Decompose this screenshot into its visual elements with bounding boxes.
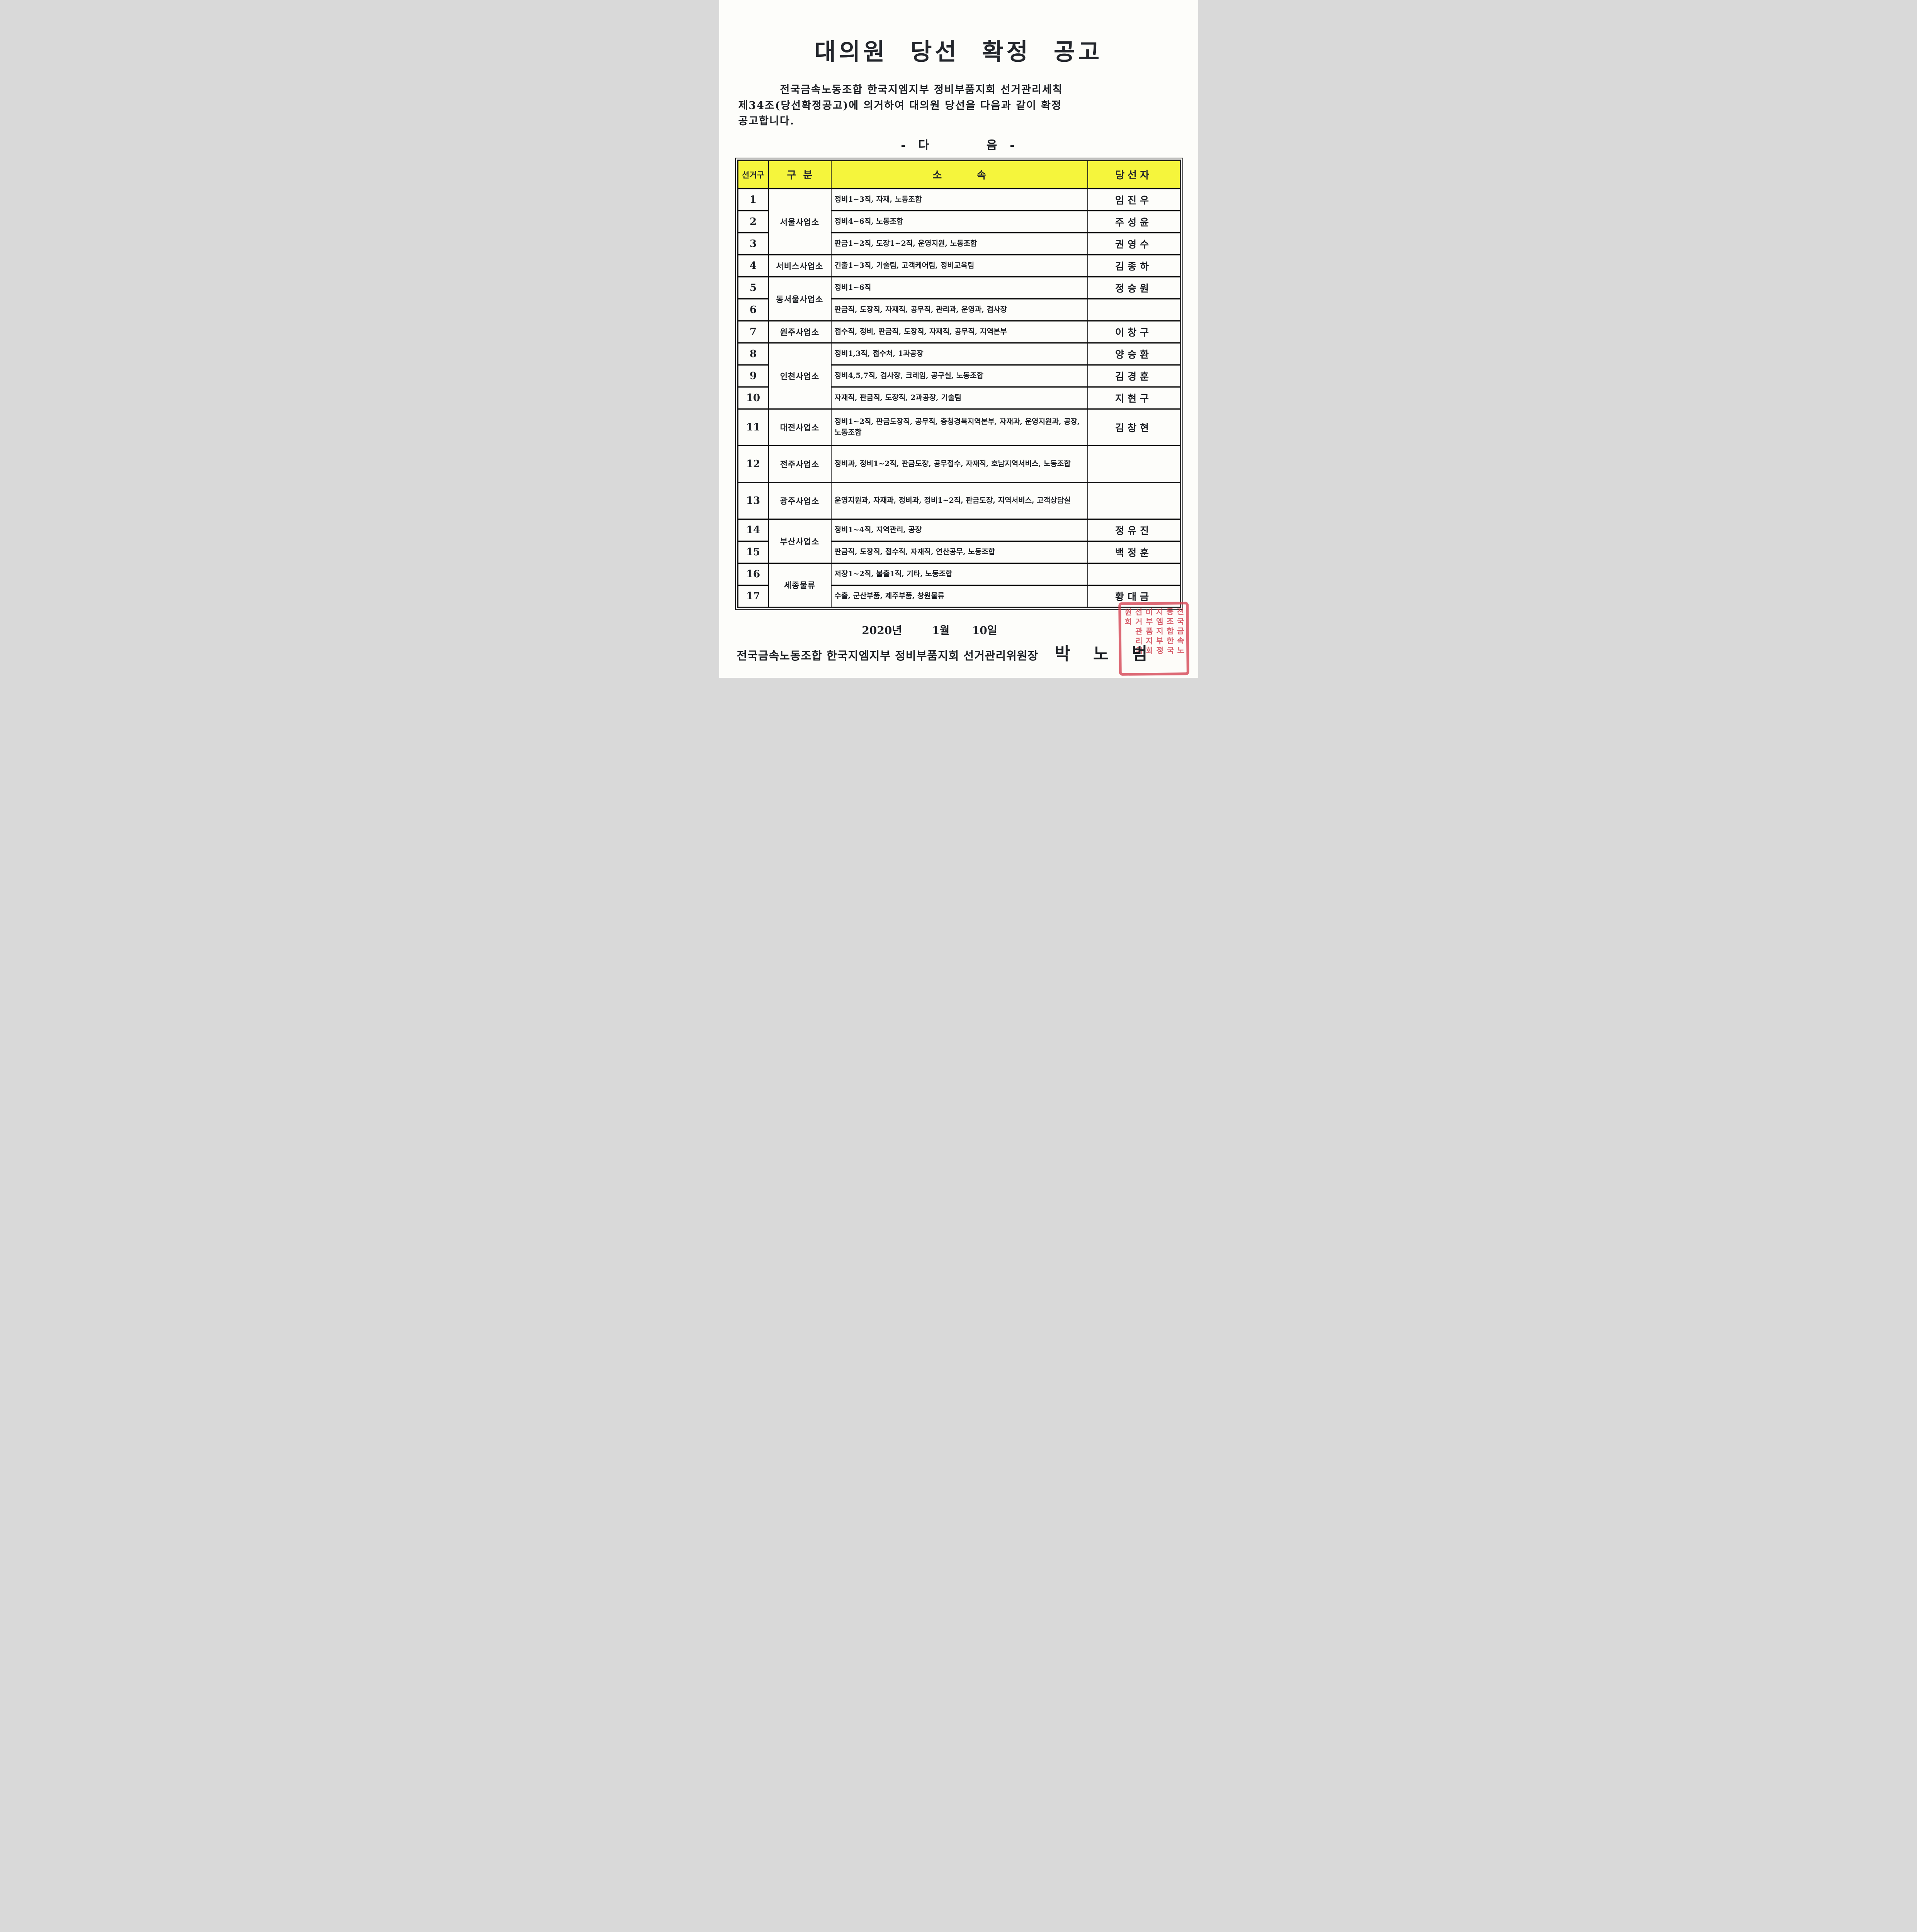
- header-division: 구 분: [768, 160, 832, 189]
- district-number-cell: 13: [737, 482, 769, 520]
- affiliation-cell: 긴출1~3직, 기술팀, 고객케어팀, 정비교육팀: [830, 254, 1088, 277]
- district-number-cell: 16: [737, 563, 769, 586]
- winner-cell: 주성윤: [1087, 210, 1181, 233]
- header-winner: 당선자: [1087, 160, 1181, 189]
- table-row: 17 수출, 군산부품, 제주부품, 창원물류 황대금: [737, 585, 1181, 608]
- district-number-cell: 2: [737, 210, 769, 233]
- affiliation-cell: 정비1~4직, 지역관리, 공장: [830, 519, 1088, 542]
- winner-cell: 김경훈: [1087, 364, 1181, 388]
- winner-cell: 지현구: [1087, 386, 1181, 410]
- affiliation-cell: 정비1~3직, 자재, 노동조합: [830, 188, 1088, 211]
- affiliation-cell: 정비1~2직, 판금도장직, 공무직, 충청경북지역본부, 자재과, 운영지원과…: [830, 408, 1088, 446]
- announcement-date: 2020년 1월 10일: [862, 624, 997, 637]
- table-row: 2 정비4~6직, 노동조합 주성윤: [737, 210, 1181, 233]
- winner-cell: 황대금: [1087, 585, 1181, 608]
- table-header-row: 선거구 구 분 소 속 당선자: [737, 160, 1181, 189]
- division-cell: 서비스사업소: [768, 254, 832, 277]
- affiliation-cell: 판금직, 도장직, 접수직, 자재직, 연산공무, 노동조합: [830, 541, 1088, 564]
- winner-cell: [1087, 482, 1181, 520]
- affiliation-cell: 수출, 군산부품, 제주부품, 창원물류: [830, 585, 1088, 608]
- intro-line: 제34조(당선확정공고)에 의거하여 대의원 당선을 다음과 같이 확정: [738, 99, 1062, 112]
- district-number-cell: 10: [737, 386, 769, 410]
- district-number-cell: 6: [737, 298, 769, 321]
- winner-cell: [1087, 563, 1181, 586]
- seal-text-column: 원회: [1123, 608, 1133, 628]
- affiliation-cell: 정비4,5,7직, 검사장, 크레임, 공구실, 노동조합: [830, 364, 1088, 388]
- affiliation-cell: 정비1,3직, 접수처, 1과공장: [830, 342, 1088, 366]
- table-row: 13 광주사업소 운영지원과, 자재과, 정비과, 정비1~2직, 판금도장, 지역…: [737, 482, 1181, 520]
- table-row: 6 판금직, 도장직, 자재직, 공무직, 관리과, 운영과, 검사장: [737, 298, 1181, 321]
- winner-cell: [1087, 445, 1181, 483]
- district-number-cell: 8: [737, 342, 769, 366]
- winner-cell: [1087, 298, 1181, 321]
- district-number-cell: 5: [737, 276, 769, 299]
- signature-line: 전국금속노동조합 한국지엠지부 정비부품지회 선거관리위원장 박 노 범: [737, 640, 1181, 665]
- winner-cell: 이창구: [1087, 320, 1181, 344]
- winner-cell: 김종하: [1087, 254, 1181, 277]
- division-cell: 세종물류: [768, 563, 832, 608]
- winner-cell: 양승환: [1087, 342, 1181, 366]
- district-number-cell: 7: [737, 320, 769, 344]
- election-results-table: 선거구 구 분 소 속 당선자 1 서울사업소 정비1~3직, 자재, 노동조합 임진…: [735, 157, 1183, 610]
- division-cell: 대전사업소: [768, 408, 832, 446]
- winner-cell: 김창현: [1087, 408, 1181, 446]
- header-affiliation: 소 속: [830, 160, 1088, 189]
- affiliation-cell: 정비4~6직, 노동조합: [830, 210, 1088, 233]
- winner-cell: 백정훈: [1087, 541, 1181, 564]
- affiliation-cell: 판금1~2직, 도장1~2직, 운영지원, 노동조합: [830, 232, 1088, 255]
- division-cell: 부산사업소: [768, 519, 832, 564]
- district-number-cell: 1: [737, 188, 769, 211]
- table-row: 7 원주사업소 접수직, 정비, 판금직, 도장직, 자재직, 공무직, 지역본부 이…: [737, 320, 1181, 344]
- district-number-cell: 17: [737, 585, 769, 608]
- division-cell: 동서울사업소: [768, 276, 832, 321]
- affiliation-cell: 운영지원과, 자재과, 정비과, 정비1~2직, 판금도장, 지역서비스, 고객…: [830, 482, 1088, 520]
- division-cell: 광주사업소: [768, 482, 832, 520]
- district-number-cell: 4: [737, 254, 769, 277]
- table-row: 5 동서울사업소 정비1~6직 정승원: [737, 276, 1181, 321]
- table-row: 3 판금1~2직, 도장1~2직, 운영지원, 노동조합 권영수: [737, 232, 1181, 255]
- division-cell: 원주사업소: [768, 320, 832, 344]
- table-row: 14 부산사업소 정비1~4직, 지역관리, 공장 정유진: [737, 519, 1181, 564]
- intro-paragraph: 전국금속노동조합 한국지엠지부 정비부품지회 선거관리세칙 제34조(당선확정공…: [738, 82, 1174, 129]
- division-cell: 서울사업소: [768, 188, 832, 255]
- scanned-announcement-document: 대의원 당선 확정 공고 전국금속노동조합 한국지엠지부 정비부품지회 선거관리…: [719, 0, 1198, 678]
- affiliation-cell: 정비1~6직: [830, 276, 1088, 299]
- winner-cell: 권영수: [1087, 232, 1181, 255]
- table-row: 12 전주사업소 정비과, 정비1~2직, 판금도장, 공무접수, 자재직, 호남지…: [737, 445, 1181, 483]
- district-number-cell: 15: [737, 541, 769, 564]
- intro-line: 공고합니다.: [738, 115, 795, 127]
- district-number-cell: 9: [737, 364, 769, 388]
- affiliation-cell: 저장1~2직, 불출1직, 기타, 노동조합: [830, 563, 1088, 586]
- table-row: 11 대전사업소 정비1~2직, 판금도장직, 공무직, 충청경북지역본부, 자재과…: [737, 408, 1181, 446]
- table-row: 9 정비4,5,7직, 검사장, 크레임, 공구실, 노동조합 김경훈: [737, 364, 1181, 388]
- table-row: 10 자재직, 판금직, 도장직, 2과공장, 기술팀 지현구: [737, 386, 1181, 410]
- affiliation-cell: 정비과, 정비1~2직, 판금도장, 공무접수, 자재직, 호남지역서비스, 노…: [830, 445, 1088, 483]
- affiliation-cell: 접수직, 정비, 판금직, 도장직, 자재직, 공무직, 지역본부: [830, 320, 1088, 344]
- intro-line: 전국금속노동조합 한국지엠지부 정비부품지회 선거관리세칙: [780, 84, 1063, 96]
- winner-cell: 정승원: [1087, 276, 1181, 299]
- division-cell: 인천사업소: [768, 342, 832, 410]
- table-row: 8 인천사업소 정비1,3직, 접수처, 1과공장 양승환: [737, 342, 1181, 410]
- winner-cell: 임진우: [1087, 188, 1181, 211]
- chairman-name: 박 노 범: [1055, 644, 1156, 664]
- district-number-cell: 11: [737, 408, 769, 446]
- daum-separator-label: - 다 음 -: [901, 138, 1016, 152]
- district-number-cell: 3: [737, 232, 769, 255]
- affiliation-cell: 판금직, 도장직, 자재직, 공무직, 관리과, 운영과, 검사장: [830, 298, 1088, 321]
- signing-org-title: 전국금속노동조합 한국지엠지부 정비부품지회 선거관리위원장: [737, 649, 1039, 662]
- district-number-cell: 12: [737, 445, 769, 483]
- district-number-cell: 14: [737, 519, 769, 542]
- official-seal-stamp: 전국금속노 동조합한국 지엠지부정 비부품지회 선거관리위 원회: [1118, 602, 1189, 676]
- table-row: 16 세종물류 저장1~2직, 불출1직, 기타, 노동조합: [737, 563, 1181, 608]
- page-title: 대의원 당선 확정 공고: [814, 39, 1103, 66]
- table-row: 15 판금직, 도장직, 접수직, 자재직, 연산공무, 노동조합 백정훈: [737, 541, 1181, 564]
- winner-cell: 정유진: [1087, 519, 1181, 542]
- table-row: 4 서비스사업소 긴출1~3직, 기술팀, 고객케어팀, 정비교육팀 김종하: [737, 254, 1181, 277]
- table-row: 1 서울사업소 정비1~3직, 자재, 노동조합 임진우: [737, 188, 1181, 255]
- affiliation-cell: 자재직, 판금직, 도장직, 2과공장, 기술팀: [830, 386, 1088, 410]
- division-cell: 전주사업소: [768, 445, 832, 483]
- header-district: 선거구: [737, 160, 769, 189]
- results-table-wrap: 선거구 구 분 소 속 당선자 1 서울사업소 정비1~3직, 자재, 노동조합 임진…: [735, 157, 1183, 610]
